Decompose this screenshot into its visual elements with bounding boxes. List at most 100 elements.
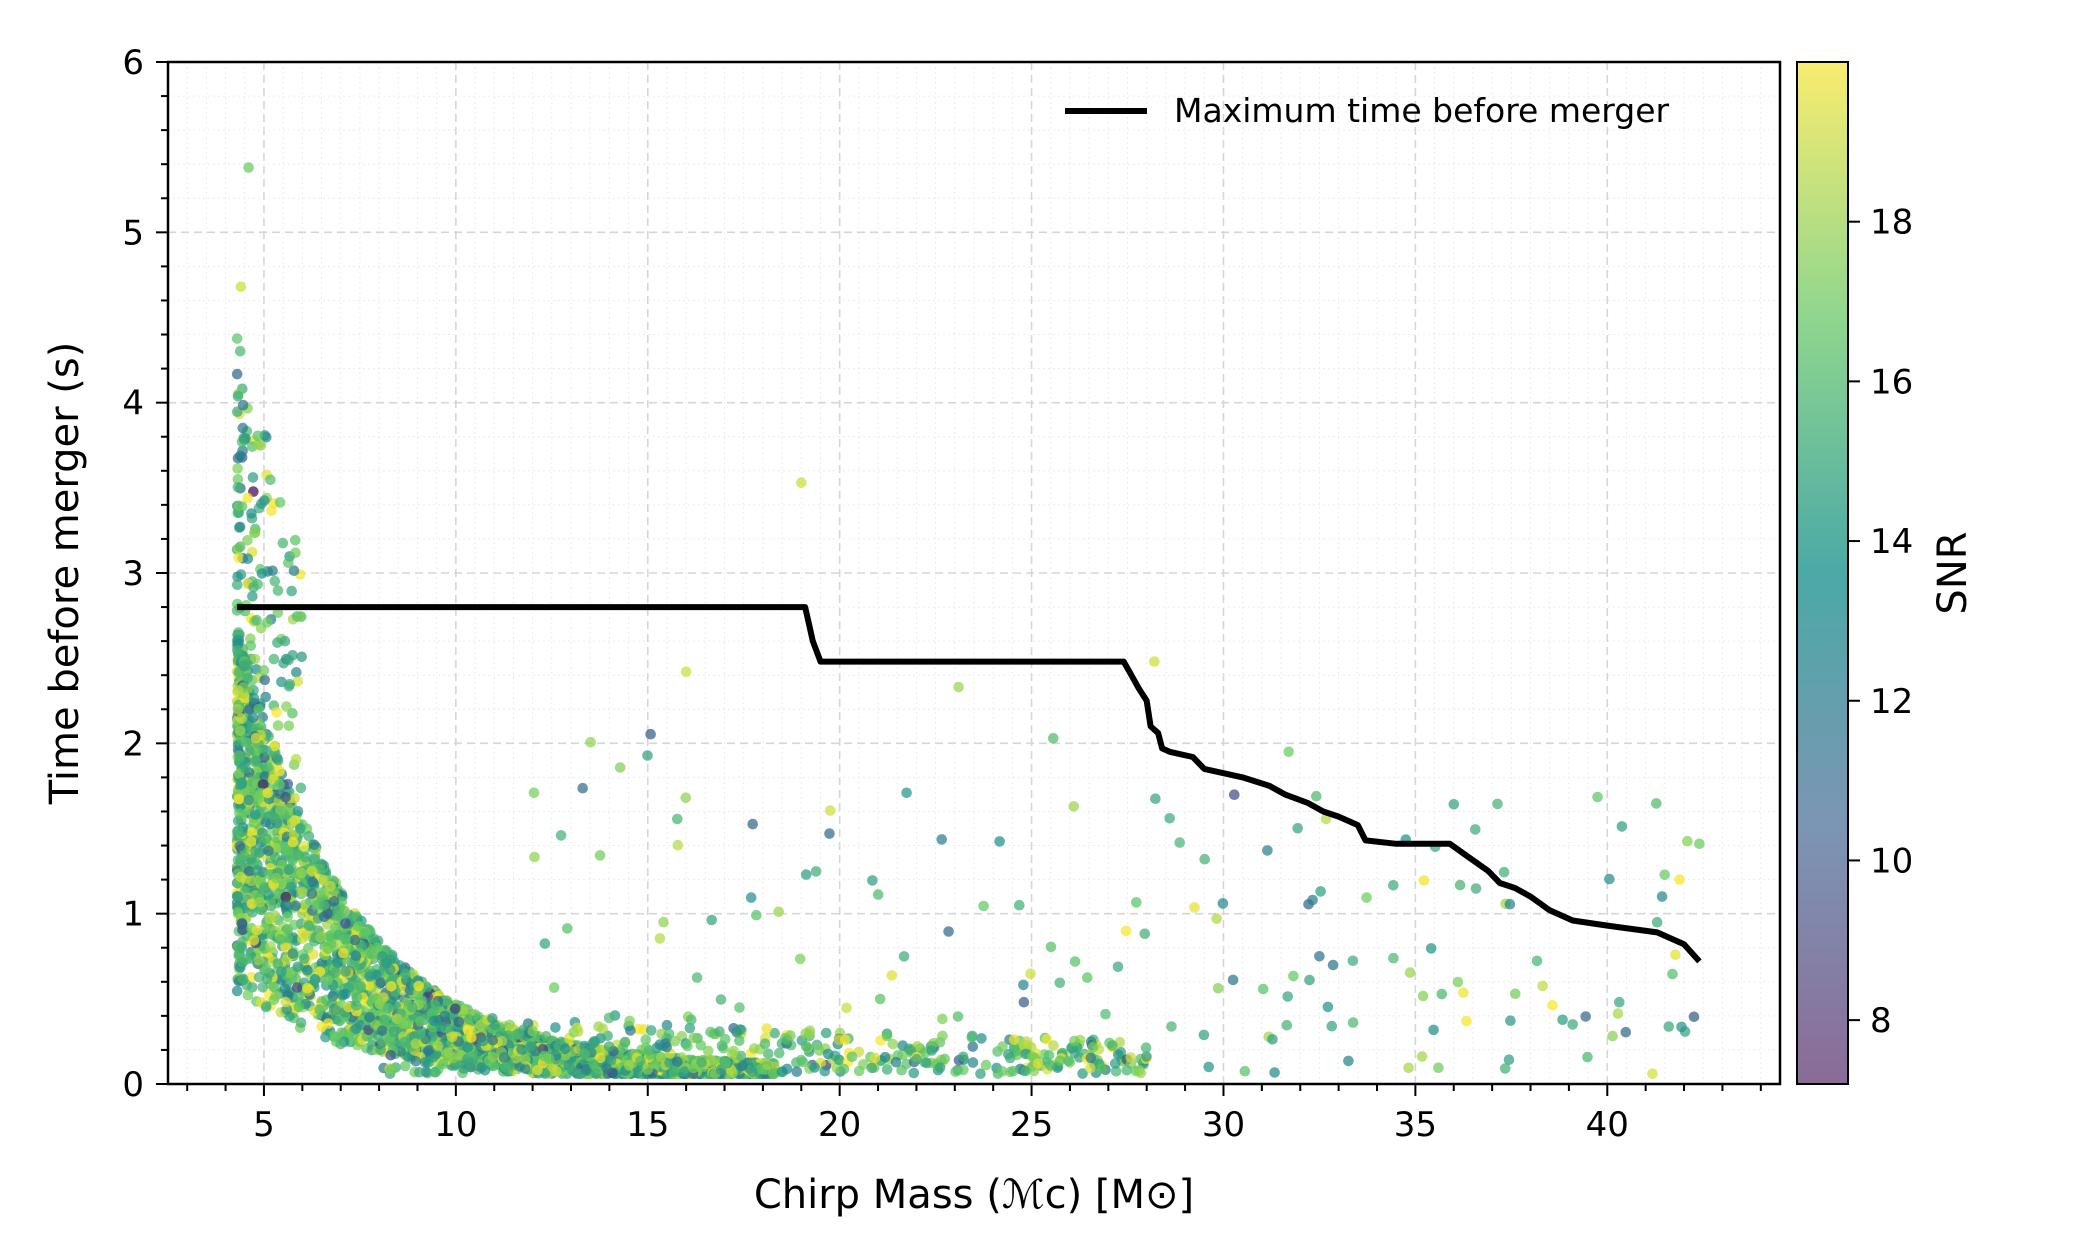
scatter-point — [233, 552, 244, 563]
scatter-point — [240, 886, 251, 897]
scatter-point — [791, 1066, 803, 1077]
scatter-point — [1322, 1001, 1334, 1013]
scatter-point — [252, 439, 264, 451]
scatter-point — [232, 704, 244, 715]
scatter-point — [331, 1005, 342, 1016]
scatter-point — [282, 845, 294, 856]
scatter-point — [258, 884, 270, 895]
scatter-point — [572, 1026, 584, 1037]
scatter-point — [1461, 1015, 1472, 1027]
scatter-point — [1436, 988, 1448, 1000]
scatter-point — [727, 1067, 739, 1079]
x-axis-label: Chirp Mass (ℳc) [M⊙] — [754, 1172, 1194, 1218]
scatter-point — [423, 1045, 435, 1056]
scatter-point — [1448, 799, 1460, 810]
scatter-point — [320, 1031, 331, 1043]
scatter-point — [293, 1001, 305, 1013]
scatter-point — [1343, 1055, 1354, 1067]
scatter-point — [314, 1004, 326, 1015]
scatter-point — [841, 1002, 852, 1014]
scatter-point — [234, 808, 245, 819]
scatter-point — [235, 281, 247, 293]
scatter-point — [395, 1046, 407, 1057]
scatter-point — [295, 782, 307, 794]
scatter-point — [1659, 869, 1670, 881]
scatter-point — [1048, 733, 1059, 744]
scatter-point — [236, 942, 248, 953]
scatter-point — [1503, 1054, 1515, 1065]
scatter-point — [306, 865, 318, 877]
scatter-point — [591, 1068, 602, 1079]
scatter-point — [307, 876, 318, 888]
scatter-point — [1674, 874, 1685, 885]
scatter-point — [243, 162, 254, 173]
scatter-point — [1651, 916, 1663, 928]
scatter-point — [1307, 894, 1318, 906]
scatter-point — [1110, 1058, 1121, 1069]
scatter-point — [243, 865, 255, 877]
scatter-point — [936, 834, 947, 845]
scatter-point — [747, 818, 758, 830]
scatter-point — [867, 875, 878, 886]
scatter-point — [680, 792, 691, 804]
scatter-point — [496, 1035, 508, 1047]
scatter-point — [896, 1064, 907, 1076]
scatter-point — [296, 651, 308, 663]
scatter-point — [688, 1032, 700, 1044]
scatter-point — [625, 1025, 636, 1036]
scatter-point — [1150, 793, 1161, 804]
colorbar-tick-label: 12 — [1870, 682, 1913, 722]
scatter-point — [839, 1034, 851, 1046]
x-tick-label: 10 — [434, 1105, 477, 1145]
scatter-point — [825, 805, 836, 816]
legend-label: Maximum time before merger — [1174, 91, 1670, 130]
scatter-point — [1131, 897, 1142, 908]
scatter-point — [672, 839, 684, 851]
scatter-point — [869, 1052, 881, 1064]
scatter-point — [233, 500, 244, 512]
scatter-point — [589, 1036, 600, 1047]
scatter-point — [284, 678, 296, 690]
scatter-point — [1054, 1055, 1066, 1067]
scatter-point — [288, 919, 300, 931]
scatter-point — [400, 968, 411, 980]
colorbar-tick-label: 8 — [1870, 1001, 1892, 1041]
scatter-point — [809, 1062, 820, 1073]
scatter-point — [544, 1053, 555, 1065]
scatter-point — [386, 981, 397, 992]
scatter-point — [287, 948, 299, 959]
scatter-point — [540, 1031, 552, 1042]
scatter-point — [824, 828, 835, 839]
scatter-point — [268, 981, 279, 993]
scatter-point — [1694, 838, 1705, 850]
scatter-point — [978, 900, 989, 912]
scatter-point — [254, 896, 266, 908]
scatter-point — [1069, 1035, 1080, 1047]
colorbar: 8 10 12 14 16 18 SNR — [1796, 61, 1976, 1085]
scatter-point — [1262, 845, 1273, 856]
scatter-point — [1004, 1052, 1016, 1064]
scatter-point — [281, 701, 292, 712]
scatter-point — [943, 926, 954, 937]
scatter-point — [340, 988, 351, 1000]
scatter-point — [525, 1041, 537, 1052]
scatter-point — [288, 565, 300, 576]
scatter-point — [462, 1024, 474, 1035]
scatter-point — [251, 924, 263, 936]
scatter-point — [926, 1045, 937, 1056]
scatter-point — [966, 1032, 978, 1043]
scatter-point — [268, 653, 280, 665]
scatter-point — [498, 1052, 510, 1063]
scatter-point — [372, 942, 383, 953]
scatter-point — [274, 779, 285, 790]
scatter-point — [624, 1060, 635, 1071]
scatter-point — [247, 712, 259, 724]
scatter-point — [720, 1057, 732, 1069]
scatter-point — [247, 472, 259, 483]
scatter-point — [242, 989, 254, 1001]
scatter-point — [414, 1028, 426, 1040]
scatter-point — [259, 674, 271, 686]
scatter-point — [688, 1062, 699, 1074]
scatter-point — [1418, 875, 1430, 886]
scatter-point — [275, 934, 286, 945]
